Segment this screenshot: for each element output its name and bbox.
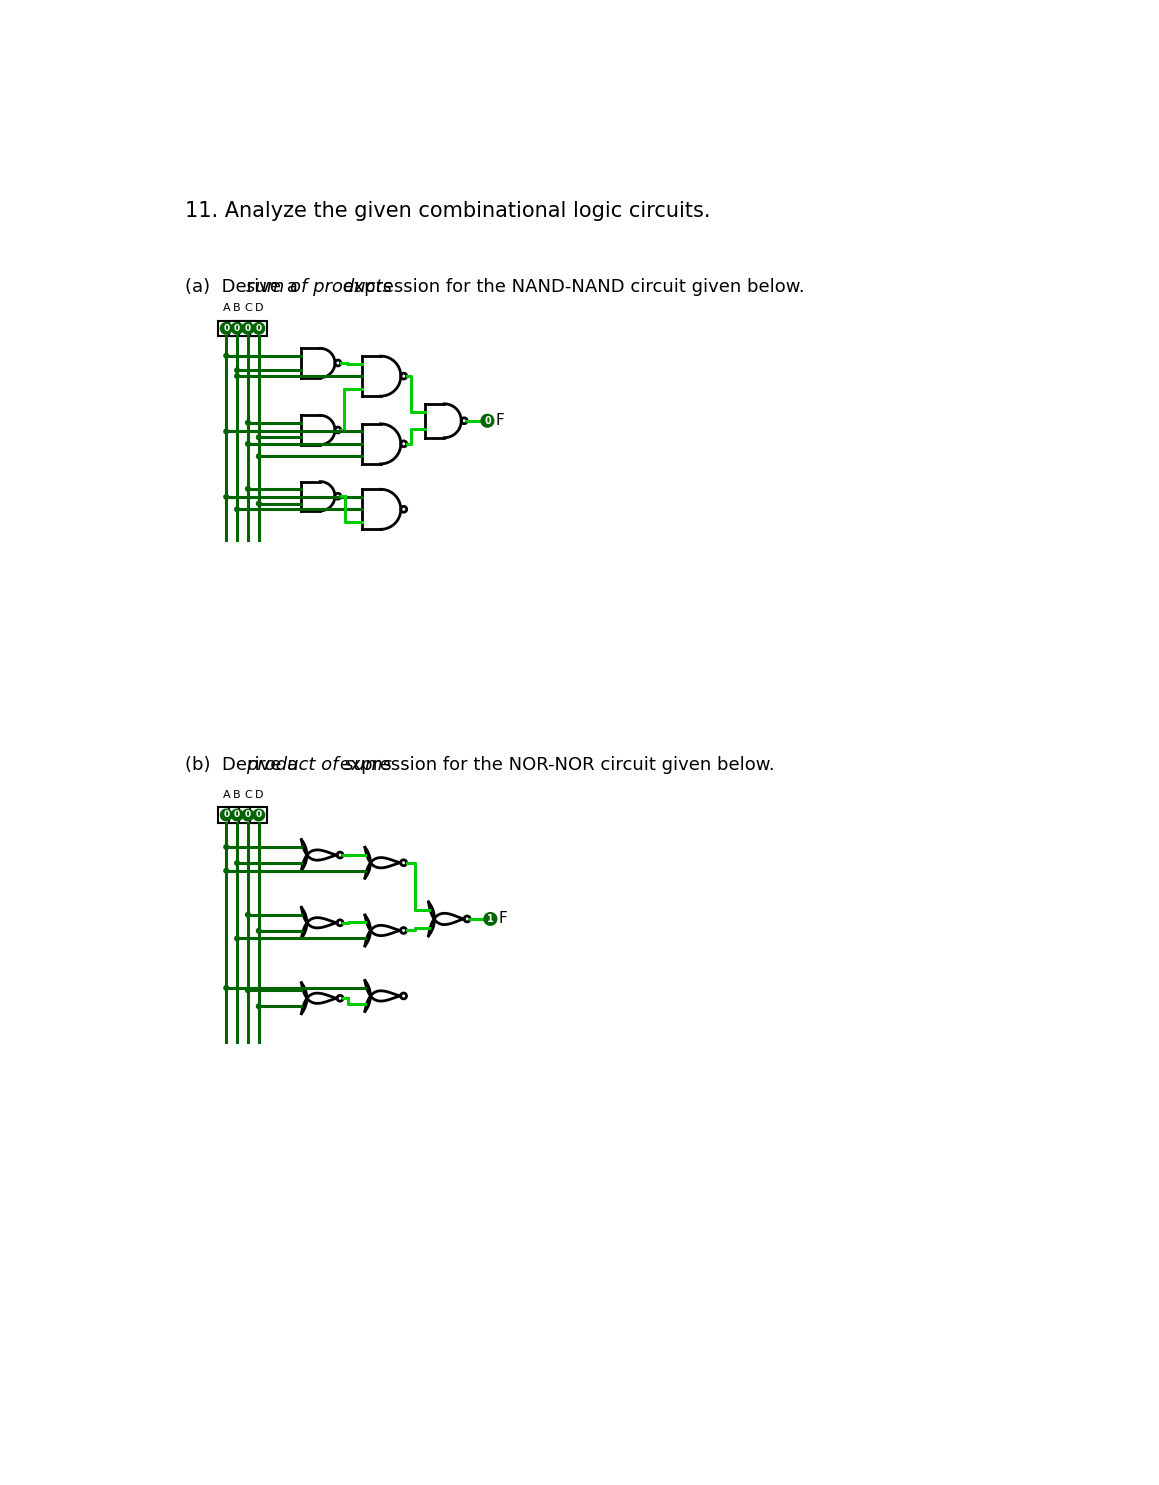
FancyBboxPatch shape: [240, 321, 256, 336]
FancyBboxPatch shape: [228, 808, 246, 823]
Circle shape: [242, 809, 254, 821]
Circle shape: [256, 435, 261, 440]
Circle shape: [256, 1004, 261, 1008]
Text: 0: 0: [234, 811, 240, 820]
Text: 0: 0: [234, 324, 240, 333]
Text: A: A: [223, 303, 231, 313]
Circle shape: [242, 322, 254, 334]
Text: 11. Analyze the given combinational logic circuits.: 11. Analyze the given combinational logi…: [185, 202, 710, 221]
Circle shape: [246, 988, 250, 992]
Circle shape: [224, 986, 228, 990]
Text: sum of products: sum of products: [246, 278, 392, 297]
Text: product of sums: product of sums: [246, 756, 392, 774]
Text: 0: 0: [484, 416, 490, 426]
Text: B: B: [233, 790, 241, 799]
Circle shape: [220, 322, 232, 334]
Circle shape: [235, 374, 240, 379]
Circle shape: [246, 487, 250, 492]
Circle shape: [256, 502, 261, 506]
Circle shape: [220, 809, 232, 821]
Circle shape: [224, 845, 228, 849]
Circle shape: [484, 913, 497, 925]
Text: C: C: [245, 790, 252, 799]
Circle shape: [246, 441, 250, 445]
Circle shape: [235, 368, 240, 373]
Text: 0: 0: [224, 324, 229, 333]
FancyBboxPatch shape: [228, 321, 246, 336]
Circle shape: [256, 928, 261, 933]
Circle shape: [235, 936, 240, 941]
Text: 0: 0: [256, 324, 262, 333]
Text: D: D: [255, 303, 263, 313]
Text: 1: 1: [487, 913, 494, 924]
Circle shape: [232, 322, 243, 334]
Text: (b)  Derive a: (b) Derive a: [185, 756, 304, 774]
Text: B: B: [233, 303, 241, 313]
Text: C: C: [245, 303, 252, 313]
Circle shape: [246, 420, 250, 425]
Circle shape: [253, 322, 264, 334]
FancyBboxPatch shape: [250, 808, 268, 823]
Text: 0: 0: [245, 811, 252, 820]
FancyBboxPatch shape: [218, 321, 235, 336]
Text: 0: 0: [224, 811, 229, 820]
Circle shape: [224, 353, 228, 358]
Circle shape: [481, 414, 494, 428]
Text: A: A: [223, 790, 231, 799]
Text: 0: 0: [245, 324, 252, 333]
Circle shape: [246, 912, 250, 918]
Circle shape: [224, 869, 228, 873]
Text: 0: 0: [256, 811, 262, 820]
Circle shape: [232, 809, 243, 821]
Text: D: D: [255, 790, 263, 799]
Circle shape: [224, 429, 228, 434]
FancyBboxPatch shape: [218, 808, 235, 823]
FancyBboxPatch shape: [250, 321, 268, 336]
Circle shape: [235, 506, 240, 512]
FancyBboxPatch shape: [240, 808, 256, 823]
Circle shape: [256, 454, 261, 459]
Circle shape: [224, 495, 228, 499]
Text: F: F: [498, 912, 508, 927]
Text: expression for the NAND-NAND circuit given below.: expression for the NAND-NAND circuit giv…: [337, 278, 804, 297]
Text: (a)  Derive a: (a) Derive a: [185, 278, 304, 297]
Circle shape: [235, 861, 240, 866]
Circle shape: [253, 809, 264, 821]
Text: F: F: [496, 413, 504, 428]
Text: expression for the NOR-NOR circuit given below.: expression for the NOR-NOR circuit given…: [334, 756, 774, 774]
